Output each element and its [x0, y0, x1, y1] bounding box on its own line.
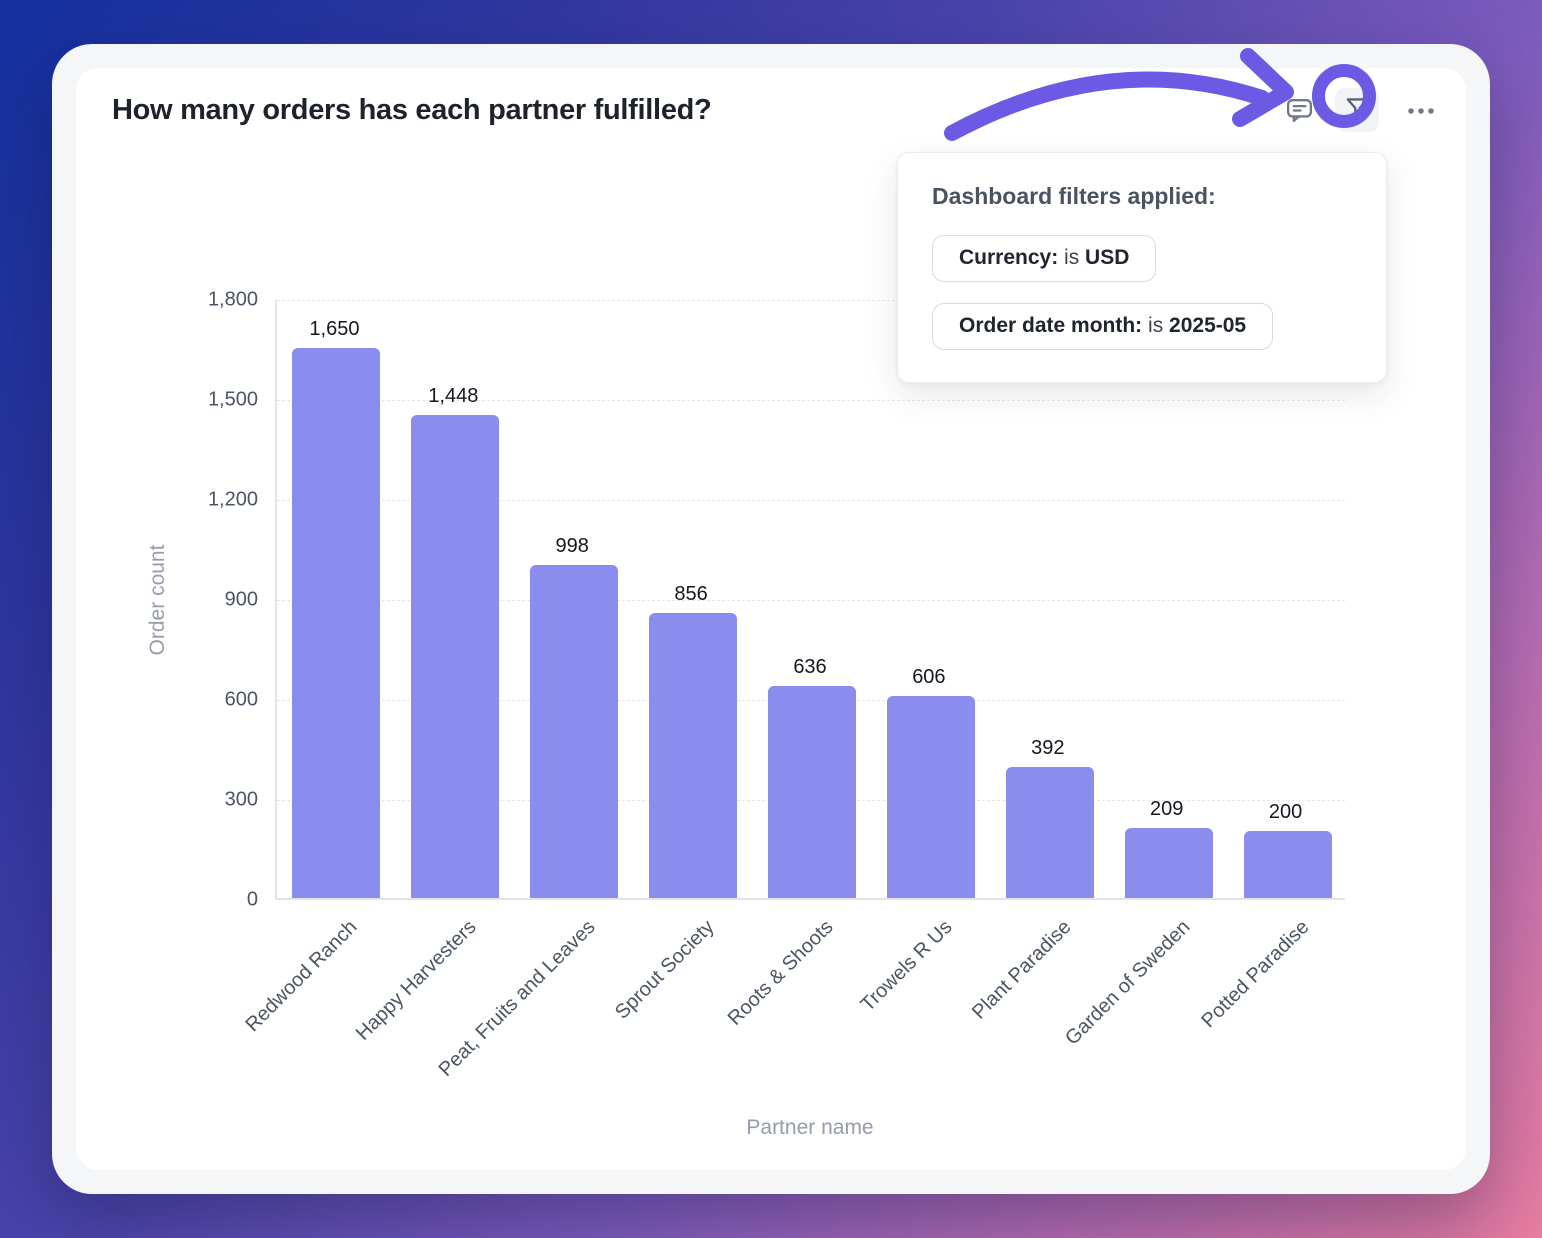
- x-axis-category-label: Roots & Shoots: [723, 916, 838, 1030]
- gridline: [277, 500, 1345, 501]
- y-axis-tick-label: 1,800: [207, 288, 258, 311]
- filter-chip-list: Currency: is USD Order date month: is 202…: [932, 235, 1352, 350]
- ellipsis-icon: [1405, 95, 1437, 130]
- y-axis-tick-label: 0: [246, 888, 258, 911]
- gridline: [277, 300, 1345, 301]
- filter-chip: Currency: is USD: [932, 235, 1157, 282]
- filter-chip-label: Order date month:: [959, 314, 1143, 337]
- x-axis-category-label: Redwood Ranch: [241, 916, 362, 1037]
- bar-value-label: 998: [555, 535, 589, 557]
- bar-value-label: 200: [1268, 801, 1303, 823]
- x-axis-category-label: Potted Paradise: [1196, 916, 1314, 1033]
- more-options-button[interactable]: [1403, 94, 1439, 130]
- x-axis-title: Partner name: [746, 1116, 874, 1139]
- bar-3[interactable]: [649, 613, 738, 898]
- gridline: [277, 400, 1345, 401]
- plot-area: [275, 300, 1345, 900]
- bar-value-label: 209: [1149, 798, 1184, 820]
- chart-card: How many orders has each partner fulfill…: [76, 64, 1466, 1170]
- bar-2[interactable]: [530, 565, 619, 898]
- filter-chip: Order date month: is 2025-05: [932, 303, 1274, 350]
- bar-value-label: 1,448: [428, 385, 479, 407]
- gridline: [277, 600, 1345, 601]
- filter-chip-value: USD: [1085, 246, 1130, 269]
- y-axis-tick-label: 1,500: [207, 388, 258, 411]
- y-axis-title: Order count: [146, 544, 169, 656]
- bar-chart: Order count Partner name 0 300 600 900 1,200…: [76, 68, 1466, 1170]
- bar-value-label: 636: [793, 656, 827, 678]
- y-axis-tick-label: 1,200: [207, 488, 258, 511]
- bar-4[interactable]: [768, 686, 856, 898]
- bar-8[interactable]: [1243, 831, 1332, 898]
- filter-chip-operator: is: [1142, 314, 1170, 337]
- bar-value-label: 856: [674, 583, 708, 605]
- bar-7[interactable]: [1124, 828, 1213, 898]
- popover-heading: Dashboard filters applied:: [932, 183, 1216, 209]
- x-axis-category-label: Garden of Sweden: [1060, 916, 1195, 1050]
- bar-6[interactable]: [1005, 767, 1094, 898]
- x-axis-category-label: Happy Harvesters: [352, 916, 481, 1045]
- bar-value-label: 392: [1031, 737, 1065, 759]
- bar-value-label: 606: [912, 666, 946, 688]
- x-axis-category-label: Trowels R Us: [856, 916, 957, 1016]
- x-axis-category-label: Sprout Society: [611, 916, 719, 1024]
- bar-0[interactable]: [292, 348, 381, 898]
- y-axis-tick-label: 300: [224, 788, 258, 811]
- bar-value-label: 1,650: [309, 318, 360, 340]
- filter-chip-operator: is: [1058, 246, 1086, 269]
- bar-5[interactable]: [886, 696, 975, 898]
- filter-chip-label: Currency:: [959, 246, 1059, 269]
- filter-chip-value: 2025-05: [1169, 314, 1247, 337]
- y-axis-tick-label: 600: [224, 688, 258, 711]
- card-title: How many orders has each partner fulfill…: [112, 94, 712, 126]
- x-axis-category-label: Plant Paradise: [967, 916, 1076, 1024]
- dashboard-filters-popover: Dashboard filters applied: Currency: is …: [897, 152, 1387, 383]
- bar-1[interactable]: [411, 415, 500, 898]
- y-axis-tick-label: 900: [224, 588, 258, 611]
- card-outer-frame: How many orders has each partner fulfill…: [52, 44, 1490, 1194]
